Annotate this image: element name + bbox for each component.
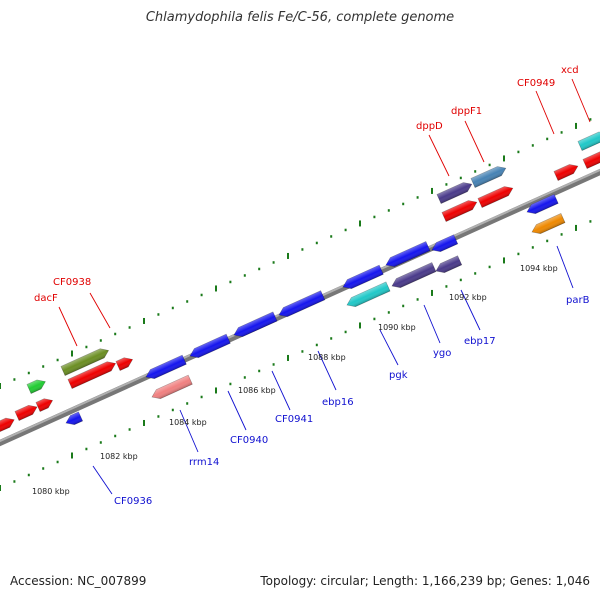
gene-arrow [115, 357, 134, 371]
scale-label: 1090 kbp [378, 323, 416, 332]
leader-line [571, 78, 591, 123]
leader-line [535, 90, 555, 135]
gene-arrow-ebp16 [278, 290, 326, 317]
gene-label-CF0936: CF0936 [114, 496, 152, 507]
leader-line [89, 292, 111, 329]
gene-arrow-dacF [26, 379, 46, 394]
leader-line [428, 134, 450, 177]
gene-label-CF0940: CF0940 [230, 435, 268, 446]
gene-label-pgk: pgk [389, 370, 408, 381]
gene-arrow-parB [531, 213, 566, 234]
leader-line [460, 289, 481, 331]
scale-label: 1094 kbp [520, 264, 558, 273]
leader-line [317, 350, 337, 391]
gene-arrow [35, 398, 54, 412]
gene-features [0, 131, 600, 433]
scale-label: 1086 kbp [238, 386, 276, 395]
gene-label-CF0941: CF0941 [275, 414, 313, 425]
leader-line [271, 370, 291, 411]
gene-arrow [145, 354, 187, 379]
gene-label-ebp17: ebp17 [464, 336, 496, 347]
accession-text: Accession: NC_007899 [10, 574, 147, 588]
leader-line [556, 245, 574, 289]
gene-arrow-pgk [346, 281, 391, 307]
gene-arrow [342, 264, 384, 289]
gene-arrow [14, 404, 38, 421]
leader-line [379, 329, 399, 366]
gene-label-ebp16: ebp16 [322, 397, 354, 408]
leader-line [227, 390, 247, 431]
map-title: Chlamydophila felis Fe/C-56, complete ge… [145, 10, 455, 25]
gene-arrow [0, 417, 15, 433]
forward-tick-track [0, 118, 592, 389]
gene-arrow [553, 164, 579, 181]
reverse-tick-track [0, 220, 592, 491]
leader-line [58, 306, 78, 347]
scale-label: 1084 kbp [169, 418, 207, 427]
gene-arrow-CF0941 [233, 311, 278, 337]
leader-line [179, 409, 199, 453]
leader-line [423, 304, 441, 344]
gene-label-dppD: dppD [416, 121, 443, 132]
gene-arrow [526, 193, 559, 214]
gene-label-parB: parB [566, 295, 590, 306]
gene-label-CF0938: CF0938 [53, 277, 91, 288]
scale-label: 1092 kbp [449, 293, 487, 302]
genome-stats-text: Topology: circular; Length: 1,166,239 bp… [260, 574, 590, 588]
gene-arrow-xcd [577, 131, 600, 151]
gene-arrow-CF0936 [65, 411, 84, 425]
gene-arrow-ygo [391, 262, 437, 288]
gene-arrow [441, 200, 478, 222]
gene-arrow-CF0938 [60, 348, 110, 376]
gene-arrow-rrm14 [151, 374, 193, 399]
leader-line [464, 120, 485, 163]
gene-label-dppF1: dppF1 [451, 106, 482, 117]
scale-label: 1088 kbp [308, 353, 346, 362]
gene-label-ygo: ygo [433, 348, 451, 359]
gene-arrow-CF0940 [189, 333, 231, 358]
gene-arrow-dppD [436, 182, 473, 204]
gene-arrow [582, 149, 600, 169]
label-leader-lines [58, 78, 591, 495]
feature-labels: dacF CF0938 dppD dppF1 CF0949 xcd CF0936 rrm14 C… [32, 65, 590, 507]
gene-arrow-dppF1 [470, 166, 507, 188]
gene-label-dacF: dacF [34, 293, 58, 304]
gene-label-rrm14: rrm14 [189, 457, 219, 468]
gene-arrow [67, 361, 117, 389]
scale-label: 1082 kbp [100, 452, 138, 461]
scale-label: 1080 kbp [32, 487, 70, 496]
gene-arrow [431, 234, 459, 252]
leader-line [92, 465, 113, 495]
gene-arrow-ebp17 [435, 255, 463, 273]
gene-arrow [385, 241, 431, 267]
gene-arrow [477, 186, 514, 208]
gene-label-CF0949: CF0949 [517, 78, 555, 89]
gene-label-xcd: xcd [561, 65, 579, 76]
